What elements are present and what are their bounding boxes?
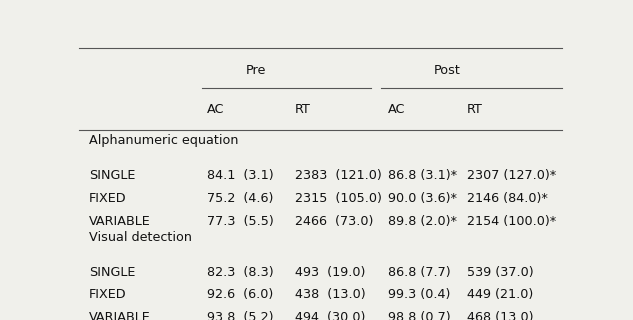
Text: 98.8 (0.7): 98.8 (0.7) bbox=[388, 311, 451, 320]
Text: FIXED: FIXED bbox=[89, 288, 127, 301]
Text: Alphanumeric equation: Alphanumeric equation bbox=[89, 134, 239, 147]
Text: 2383  (121.0): 2383 (121.0) bbox=[295, 169, 382, 182]
Text: 2307 (127.0)*: 2307 (127.0)* bbox=[467, 169, 556, 182]
Text: 494  (30.0): 494 (30.0) bbox=[295, 311, 365, 320]
Text: Post: Post bbox=[434, 64, 460, 77]
Text: 2315  (105.0): 2315 (105.0) bbox=[295, 192, 382, 205]
Text: 438  (13.0): 438 (13.0) bbox=[295, 288, 366, 301]
Text: AC: AC bbox=[388, 103, 406, 116]
Text: RT: RT bbox=[295, 103, 311, 116]
Text: AC: AC bbox=[206, 103, 224, 116]
Text: 493  (19.0): 493 (19.0) bbox=[295, 266, 365, 279]
Text: SINGLE: SINGLE bbox=[89, 169, 135, 182]
Text: 99.3 (0.4): 99.3 (0.4) bbox=[388, 288, 451, 301]
Text: 82.3  (8.3): 82.3 (8.3) bbox=[206, 266, 273, 279]
Text: 2146 (84.0)*: 2146 (84.0)* bbox=[467, 192, 548, 205]
Text: 92.6  (6.0): 92.6 (6.0) bbox=[206, 288, 273, 301]
Text: FIXED: FIXED bbox=[89, 192, 127, 205]
Text: 539 (37.0): 539 (37.0) bbox=[467, 266, 534, 279]
Text: 84.1  (3.1): 84.1 (3.1) bbox=[206, 169, 273, 182]
Text: 86.8 (3.1)*: 86.8 (3.1)* bbox=[388, 169, 457, 182]
Text: 75.2  (4.6): 75.2 (4.6) bbox=[206, 192, 273, 205]
Text: 90.0 (3.6)*: 90.0 (3.6)* bbox=[388, 192, 457, 205]
Text: 89.8 (2.0)*: 89.8 (2.0)* bbox=[388, 215, 457, 228]
Text: SINGLE: SINGLE bbox=[89, 266, 135, 279]
Text: RT: RT bbox=[467, 103, 482, 116]
Text: 77.3  (5.5): 77.3 (5.5) bbox=[206, 215, 273, 228]
Text: 2154 (100.0)*: 2154 (100.0)* bbox=[467, 215, 556, 228]
Text: 449 (21.0): 449 (21.0) bbox=[467, 288, 533, 301]
Text: VARIABLE: VARIABLE bbox=[89, 311, 151, 320]
Text: VARIABLE: VARIABLE bbox=[89, 215, 151, 228]
Text: Pre: Pre bbox=[246, 64, 266, 77]
Text: 93.8  (5.2): 93.8 (5.2) bbox=[206, 311, 273, 320]
Text: 86.8 (7.7): 86.8 (7.7) bbox=[388, 266, 451, 279]
Text: 468 (13.0): 468 (13.0) bbox=[467, 311, 533, 320]
Text: 2466  (73.0): 2466 (73.0) bbox=[295, 215, 373, 228]
Text: Visual detection: Visual detection bbox=[89, 231, 192, 244]
